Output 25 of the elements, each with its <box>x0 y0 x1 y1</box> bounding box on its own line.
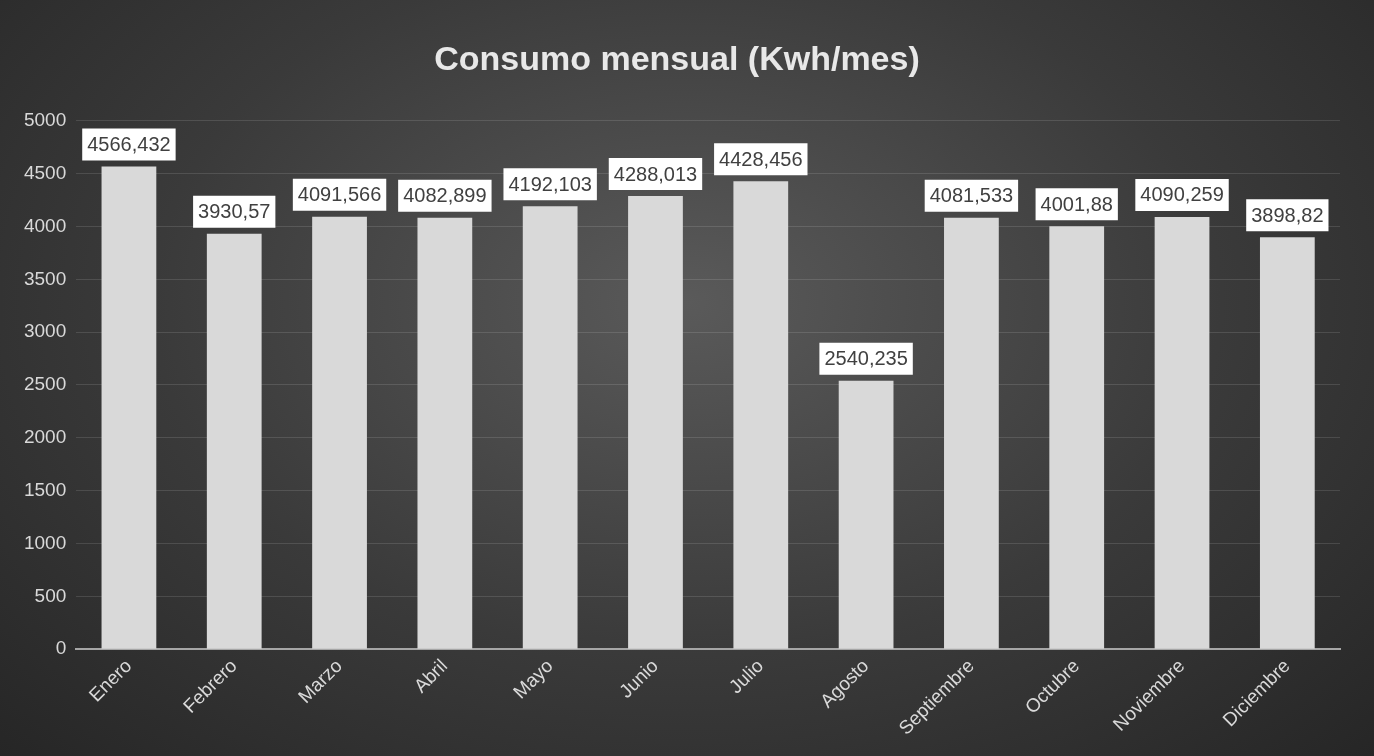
data-label: 4428,456 <box>719 147 803 170</box>
data-label: 4566,432 <box>87 133 171 156</box>
y-tick-label: 1000 <box>23 531 67 553</box>
y-tick-label: 3000 <box>23 320 67 342</box>
y-tick-label: 3500 <box>23 267 67 289</box>
data-label: 3898,82 <box>1251 203 1324 226</box>
data-label: 4081,533 <box>929 184 1014 207</box>
y-tick-label: 4500 <box>23 161 67 183</box>
y-tick-label: 4000 <box>23 214 67 236</box>
y-tick-label: 2000 <box>23 426 67 448</box>
data-label: 4288,013 <box>613 162 698 185</box>
y-tick-label: 0 <box>55 637 67 659</box>
data-label: 4082,899 <box>403 184 487 207</box>
y-tick-label: 5000 <box>23 109 67 131</box>
data-label: 4091,566 <box>297 183 382 206</box>
data-label: 4192,103 <box>508 172 592 195</box>
data-label: 3930,57 <box>198 200 271 223</box>
x-tick-label: Julio <box>724 654 768 698</box>
y-tick-label: 500 <box>34 584 67 606</box>
chart-title: Consumo mensual (Kwh/mes) <box>434 38 920 77</box>
y-tick-label: 1500 <box>23 478 67 500</box>
y-tick-label: 2500 <box>23 373 67 395</box>
data-label: 4090,259 <box>1140 183 1224 206</box>
data-label: 2540,235 <box>824 347 908 370</box>
data-label: 4001,88 <box>1040 192 1113 215</box>
